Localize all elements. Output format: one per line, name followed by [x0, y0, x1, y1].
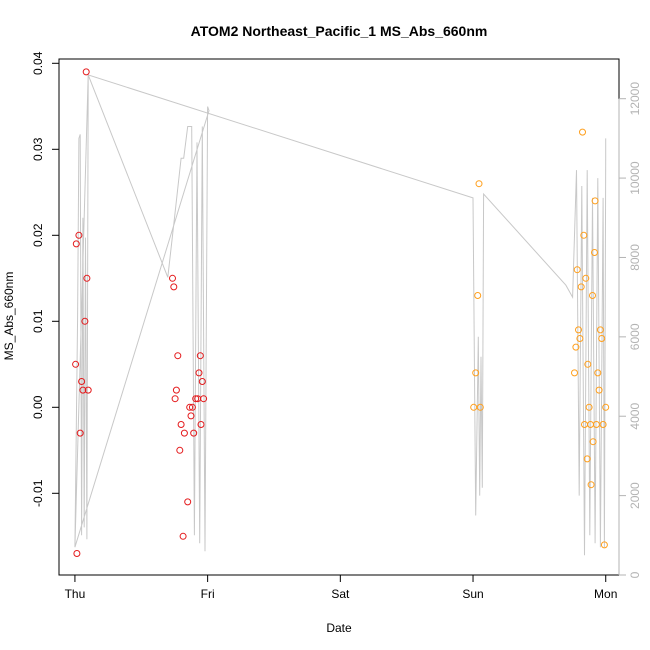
data-point	[76, 429, 84, 437]
x-tick-label: Sat	[331, 587, 350, 601]
y-tick-label: 0.01	[31, 309, 45, 333]
data-point	[197, 421, 205, 428]
data-point	[596, 326, 604, 334]
data-point	[190, 429, 198, 437]
data-point	[170, 283, 178, 291]
data-point	[591, 197, 599, 205]
data-point	[84, 386, 92, 394]
data-point	[573, 266, 581, 274]
data-point	[585, 403, 593, 411]
data-point	[188, 403, 196, 411]
x-tick-label: Fri	[201, 587, 215, 601]
data-point	[575, 326, 582, 334]
right-y-tick-label: 2000	[628, 482, 642, 509]
data-point	[598, 335, 606, 342]
data-point	[594, 369, 602, 377]
y-tick-label: 0.03	[31, 137, 45, 161]
data-point	[475, 180, 483, 188]
x-axis-label: Date	[326, 621, 352, 635]
data-point	[581, 421, 588, 428]
data-point	[79, 386, 87, 394]
data-point	[184, 498, 192, 506]
data-point	[176, 446, 184, 454]
data-point	[72, 240, 80, 248]
chart-title: ATOM2 Northeast_Pacific_1 MS_Abs_660nm	[191, 23, 488, 39]
y-axis: -0.01 0.00 0.01 0.02 0.03 0.04	[31, 51, 60, 507]
data-point	[602, 403, 610, 411]
data-point	[595, 386, 603, 394]
data-point	[177, 421, 185, 428]
data-point	[582, 274, 590, 282]
x-axis: Thu Fri Sat Sun Mon	[65, 574, 617, 601]
data-point	[169, 274, 176, 282]
right-y-tick-label: 12000	[628, 82, 642, 116]
data-point	[81, 317, 89, 325]
data-point	[78, 378, 86, 385]
data-point	[472, 369, 480, 377]
x-tick-label: Thu	[65, 587, 86, 601]
data-point	[187, 412, 195, 420]
x-tick-label: Sun	[462, 587, 483, 601]
data-point	[474, 292, 482, 299]
data-point	[571, 369, 578, 377]
data-point	[195, 369, 203, 377]
data-point	[192, 395, 200, 403]
data-point	[579, 128, 586, 136]
data-point	[589, 292, 596, 299]
y-tick-label: 0.00	[31, 395, 45, 419]
y-tick-label: 0.04	[31, 51, 45, 75]
data-point	[179, 532, 187, 540]
data-point	[572, 343, 580, 351]
data-point	[589, 438, 597, 446]
data-point	[198, 378, 206, 385]
secondary-series-line	[74, 74, 607, 556]
right-y-tick-label: 4000	[628, 403, 642, 430]
data-point	[591, 249, 598, 256]
data-point	[584, 360, 592, 368]
data-point	[196, 352, 204, 360]
x-tick-label: Mon	[594, 587, 617, 601]
right-y-tick-label: 10000	[628, 161, 642, 195]
y-tick-label: -0.01	[31, 479, 45, 507]
data-point	[172, 386, 180, 394]
right-y-tick-label: 0	[628, 571, 642, 578]
data-point	[73, 550, 81, 557]
data-point	[174, 352, 182, 360]
data-point	[200, 395, 208, 403]
data-point	[476, 403, 484, 411]
data-point	[470, 403, 478, 411]
data-point	[592, 421, 600, 428]
data-point	[600, 541, 608, 549]
data-point	[171, 395, 179, 403]
data-point	[180, 429, 188, 437]
data-points-layer	[72, 68, 610, 557]
data-point	[599, 421, 607, 428]
y-tick-label: 0.02	[31, 223, 45, 247]
plot-area-border	[58, 58, 620, 576]
data-point	[75, 231, 83, 239]
right-y-tick-label: 6000	[628, 323, 642, 350]
data-point	[583, 455, 591, 463]
data-point	[186, 403, 194, 411]
secondary-line-layer	[74, 74, 607, 556]
data-point	[83, 274, 91, 282]
data-point	[82, 68, 90, 76]
y-axis-label: MS_Abs_660nm	[2, 272, 16, 361]
data-point	[576, 335, 584, 342]
data-point	[577, 283, 585, 291]
data-point	[580, 231, 588, 239]
right-y-axis: 0 2000 4000 6000 8000 10000 12000	[618, 82, 642, 578]
data-point	[587, 481, 595, 489]
data-point	[72, 360, 80, 368]
right-y-tick-label: 8000	[628, 244, 642, 271]
